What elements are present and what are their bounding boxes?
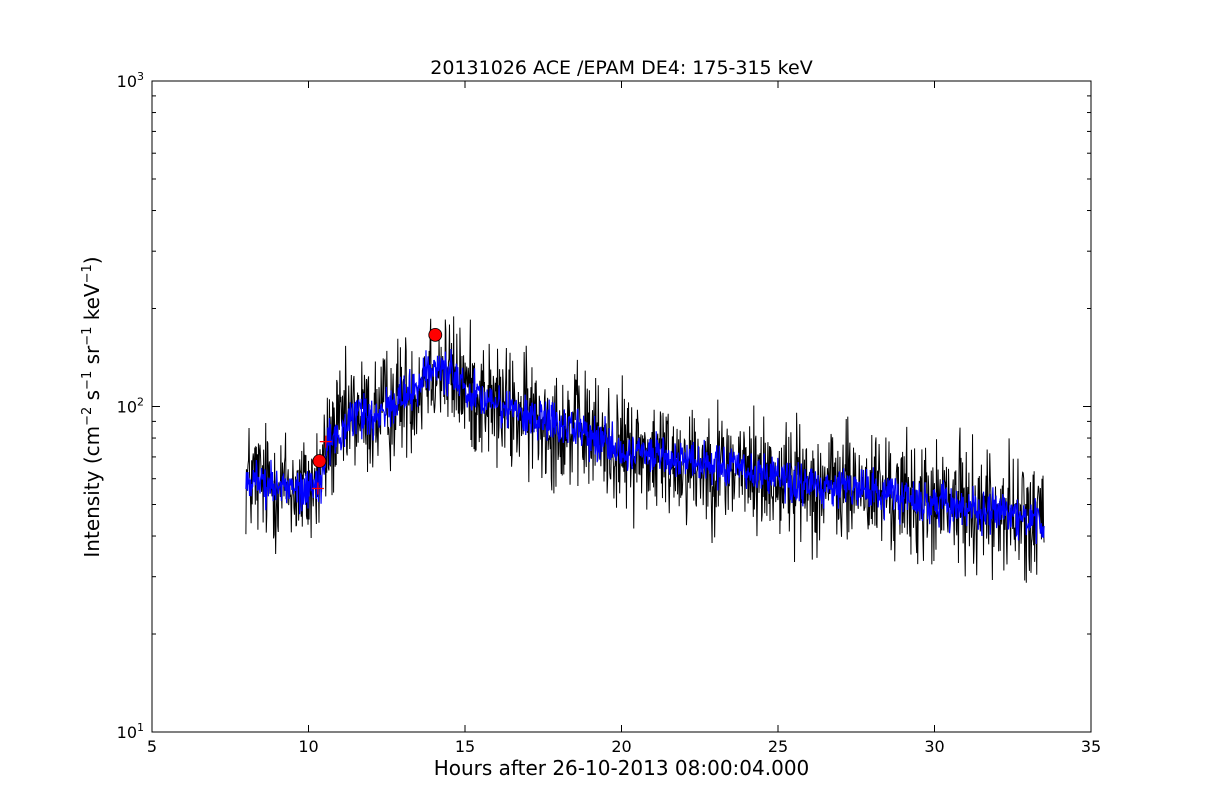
marker-circle: [312, 454, 327, 468]
marker-layer: [311, 327, 443, 495]
x-tick-label: 35: [1081, 737, 1101, 756]
y-tick-label: 102: [117, 396, 144, 417]
x-tick-label: 25: [768, 737, 788, 756]
x-tick-label: 30: [924, 737, 944, 756]
series-layer: [245, 316, 1045, 583]
y-tick-label: 103: [117, 70, 144, 91]
x-axis-label: Hours after 26-10-2013 08:00:04.000: [434, 756, 810, 780]
x-tick-label: 20: [611, 737, 631, 756]
x-tick-label: 5: [147, 737, 157, 756]
y-tick-label: 101: [117, 721, 144, 742]
x-axis: 5 10 15 20 25 30 35: [147, 81, 1101, 756]
series-line-smoothed: [245, 348, 1045, 545]
marker-plus: [319, 435, 332, 448]
y-axis-label: Intensity (cm−2 s−1 sr−1 keV−1): [80, 256, 104, 557]
chart-title: 20131026 ACE /EPAM DE4: 175-315 keV: [430, 57, 812, 79]
y-axis: 101 102 103: [117, 70, 1091, 742]
x-tick-label: 10: [298, 737, 318, 756]
marker-circle: [428, 327, 443, 342]
x-tick-label: 15: [455, 737, 475, 756]
series-line-raw: [245, 316, 1045, 583]
marker-plus: [311, 482, 324, 495]
